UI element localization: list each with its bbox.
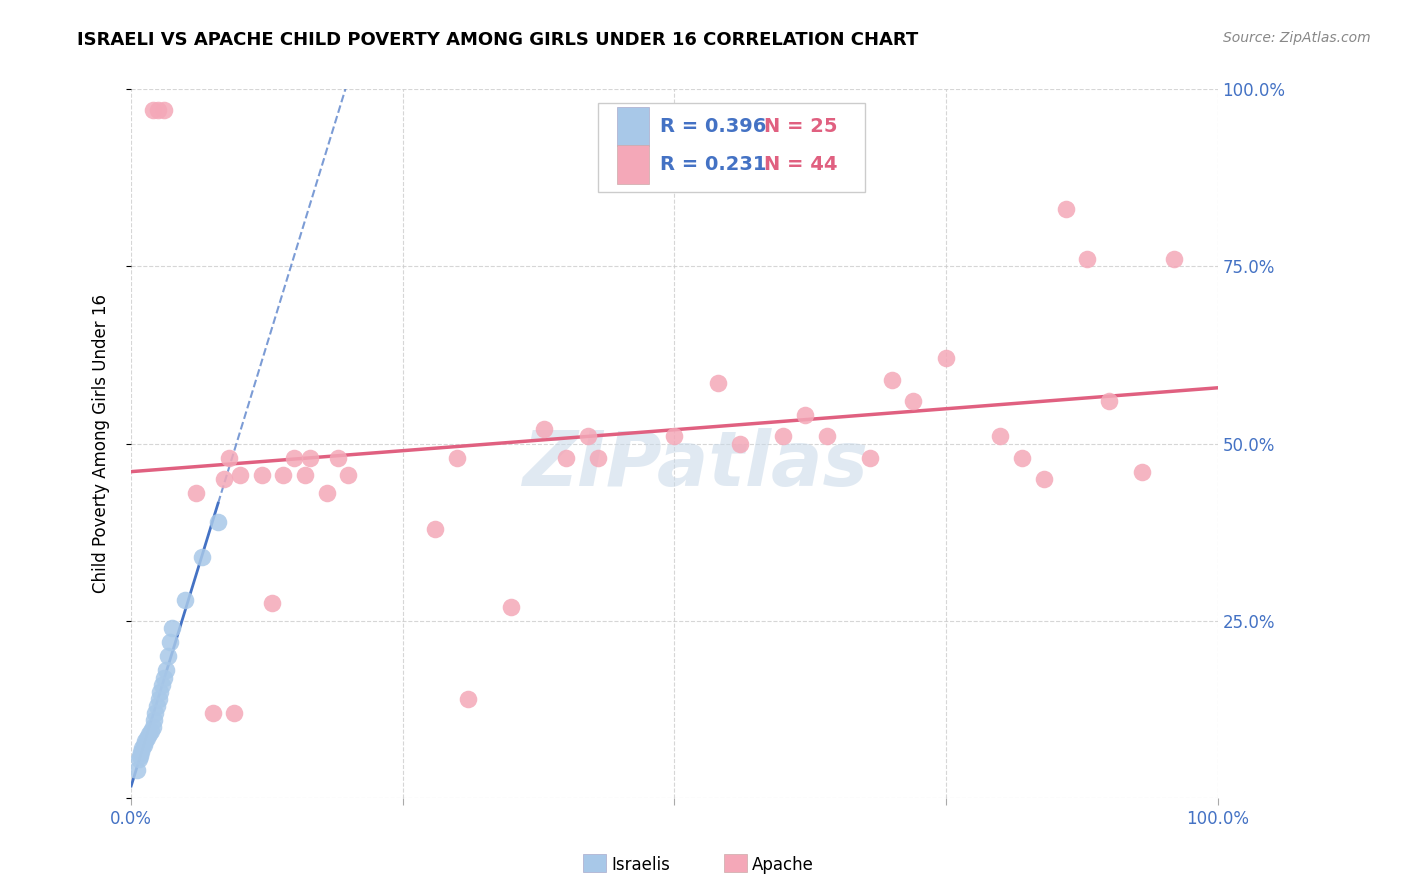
Text: N = 44: N = 44 — [763, 155, 837, 174]
Point — [224, 706, 246, 720]
Point — [128, 748, 150, 763]
Text: Source: ZipAtlas.com: Source: ZipAtlas.com — [1223, 31, 1371, 45]
Point — [201, 706, 224, 720]
Point — [425, 522, 447, 536]
Point — [250, 468, 273, 483]
Point — [229, 468, 252, 483]
Point — [1076, 252, 1098, 266]
Point — [152, 103, 174, 118]
Point — [271, 468, 294, 483]
Point — [143, 713, 166, 727]
Point — [146, 698, 169, 713]
Point — [337, 468, 360, 483]
Point — [143, 706, 166, 720]
Point — [162, 621, 184, 635]
Text: Apache: Apache — [752, 856, 814, 874]
Point — [1054, 202, 1077, 217]
Point — [1163, 252, 1185, 266]
Point — [128, 752, 150, 766]
Point — [131, 741, 153, 756]
Point — [142, 720, 165, 734]
Point — [207, 515, 229, 529]
Point — [446, 450, 468, 465]
Point — [186, 486, 208, 500]
Text: R = 0.396: R = 0.396 — [661, 117, 766, 136]
Point — [149, 685, 172, 699]
Point — [990, 429, 1012, 443]
Point — [136, 731, 159, 745]
Point — [134, 734, 156, 748]
Point — [142, 103, 165, 118]
Point — [299, 450, 322, 465]
Point — [903, 394, 925, 409]
Point — [501, 599, 523, 614]
Point — [793, 408, 815, 422]
FancyBboxPatch shape — [617, 107, 650, 146]
Point — [315, 486, 337, 500]
Point — [772, 429, 794, 443]
Point — [218, 450, 240, 465]
Point — [139, 723, 162, 738]
Point — [191, 549, 214, 564]
Point — [554, 450, 576, 465]
Point — [1130, 465, 1153, 479]
Point — [159, 635, 181, 649]
Text: ISRAELI VS APACHE CHILD POVERTY AMONG GIRLS UNDER 16 CORRELATION CHART: ISRAELI VS APACHE CHILD POVERTY AMONG GI… — [77, 31, 918, 49]
Y-axis label: Child Poverty Among Girls Under 16: Child Poverty Among Girls Under 16 — [93, 294, 110, 593]
Text: R = 0.231: R = 0.231 — [661, 155, 766, 174]
Point — [1032, 472, 1054, 486]
Point — [859, 450, 882, 465]
Point — [1098, 394, 1121, 409]
Point — [157, 649, 180, 664]
Point — [728, 436, 751, 450]
Point — [880, 373, 903, 387]
Point — [262, 596, 284, 610]
Point — [174, 592, 197, 607]
Point — [664, 429, 686, 443]
FancyBboxPatch shape — [599, 103, 865, 192]
Point — [148, 691, 170, 706]
FancyBboxPatch shape — [617, 145, 650, 185]
Text: ZIPatlas: ZIPatlas — [523, 428, 869, 502]
Point — [129, 745, 152, 759]
Point — [326, 450, 349, 465]
Point — [815, 429, 838, 443]
Point — [1011, 450, 1033, 465]
Point — [150, 678, 173, 692]
Point — [155, 664, 177, 678]
Point — [576, 429, 599, 443]
Point — [148, 103, 170, 118]
Point — [283, 450, 305, 465]
Point — [707, 376, 730, 391]
Point — [138, 727, 160, 741]
Point — [457, 691, 479, 706]
Point — [935, 351, 957, 366]
Point — [533, 422, 555, 436]
Point — [152, 671, 174, 685]
Text: Israelis: Israelis — [612, 856, 671, 874]
Point — [212, 472, 235, 486]
Point — [294, 468, 316, 483]
Point — [125, 763, 148, 777]
Point — [134, 738, 156, 752]
Text: N = 25: N = 25 — [763, 117, 837, 136]
Point — [588, 450, 610, 465]
